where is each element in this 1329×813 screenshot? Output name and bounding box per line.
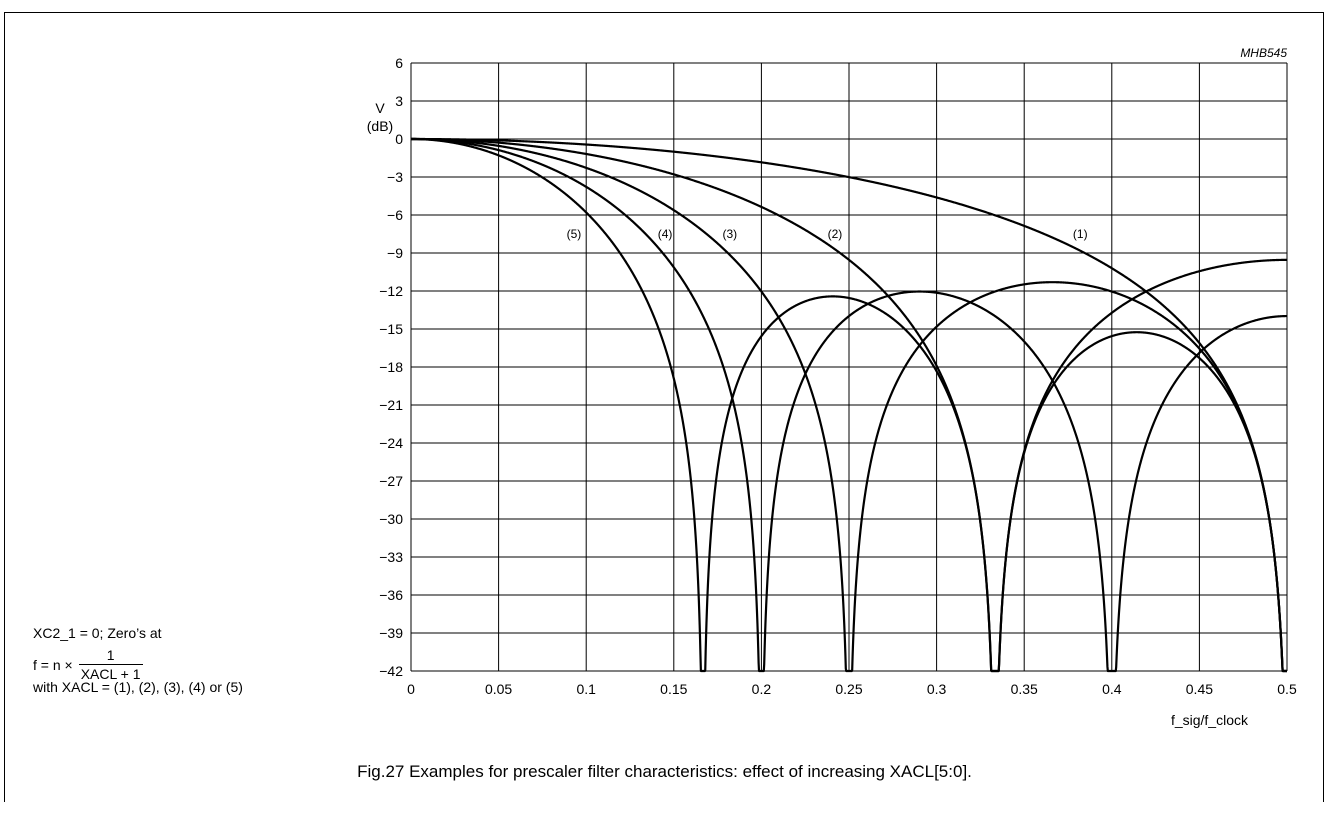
y-tick-label-10: −24 <box>379 435 403 451</box>
x-tick-label-5: 0.25 <box>835 681 862 697</box>
y-tick-label-14: −36 <box>379 587 403 603</box>
y-tick-label-5: −9 <box>387 245 403 261</box>
curve-label-4: (4) <box>658 227 673 241</box>
annotation-formula: f = n × 1 XACL + 1 <box>33 648 143 681</box>
formula-fraction: 1 XACL + 1 <box>78 647 143 682</box>
x-tick-label-0: 0 <box>407 681 415 697</box>
y-axis-label-db: (dB) <box>367 118 393 134</box>
x-tick-label-3: 0.15 <box>660 681 687 697</box>
curve-1 <box>410 137 1288 673</box>
x-tick-label-9: 0.45 <box>1186 681 1213 697</box>
formula-prefix: f = n × <box>33 656 73 673</box>
y-tick-label-4: −6 <box>387 207 403 223</box>
x-tick-label-2: 0.1 <box>576 681 596 697</box>
y-tick-label-0: 6 <box>395 55 403 71</box>
curve-labels: (1) (2) (3) (4) (5) <box>567 227 1088 241</box>
curve-5 <box>410 137 1288 673</box>
curve-4 <box>410 137 1288 673</box>
x-tick-labels: 0 0.05 0.1 0.15 0.2 0.25 0.3 0.35 0.4 0.45 0.5 <box>407 681 1297 697</box>
y-tick-label-12: −30 <box>379 511 403 527</box>
y-tick-label-1: 3 <box>395 93 403 109</box>
curve-2 <box>410 137 1288 673</box>
y-tick-label-11: −27 <box>379 473 403 489</box>
x-axis-label: f_sig/f_clock <box>1171 712 1249 728</box>
curve-3 <box>410 137 1288 673</box>
annotation-line-3: with XACL = (1), (2), (3), (4) or (5) <box>33 679 243 695</box>
curves <box>410 137 1288 673</box>
x-tick-label-1: 0.05 <box>485 681 512 697</box>
x-tick-label-6: 0.3 <box>927 681 947 697</box>
x-tick-label-7: 0.35 <box>1011 681 1038 697</box>
fraction-numerator: 1 <box>106 647 115 663</box>
figure-caption: Fig.27 Examples for prescaler filter cha… <box>357 762 972 781</box>
figure-frame <box>4 12 1324 802</box>
x-tick-label-8: 0.4 <box>1102 681 1122 697</box>
y-axis-label-v: V <box>375 100 385 116</box>
y-tick-labels: 6 3 0 −3 −6 −9 −12 −15 −18 −21 −24 −27 −30 −33 −36 −39 −… <box>379 55 403 679</box>
y-tick-label-16: −42 <box>379 663 403 679</box>
y-tick-label-6: −12 <box>379 283 403 299</box>
curve-label-1: (1) <box>1073 227 1088 241</box>
curve-label-2: (2) <box>828 227 843 241</box>
grid <box>410 62 1288 672</box>
y-tick-label-15: −39 <box>379 625 403 641</box>
x-tick-label-10: 0.5 <box>1277 681 1297 697</box>
curve-label-3: (3) <box>723 227 738 241</box>
annotation-line-1: XC2_1 = 0; Zero’s at <box>33 625 162 641</box>
y-tick-label-9: −21 <box>379 397 403 413</box>
y-tick-label-7: −15 <box>379 321 403 337</box>
y-tick-label-13: −33 <box>379 549 403 565</box>
y-tick-label-2: 0 <box>395 131 403 147</box>
y-tick-label-8: −18 <box>379 359 403 375</box>
curve-label-5: (5) <box>567 227 582 241</box>
y-tick-label-3: −3 <box>387 169 403 185</box>
figure-code: MHB545 <box>1240 46 1287 60</box>
fraction-denominator: XACL + 1 <box>78 664 143 682</box>
x-tick-label-4: 0.2 <box>752 681 772 697</box>
